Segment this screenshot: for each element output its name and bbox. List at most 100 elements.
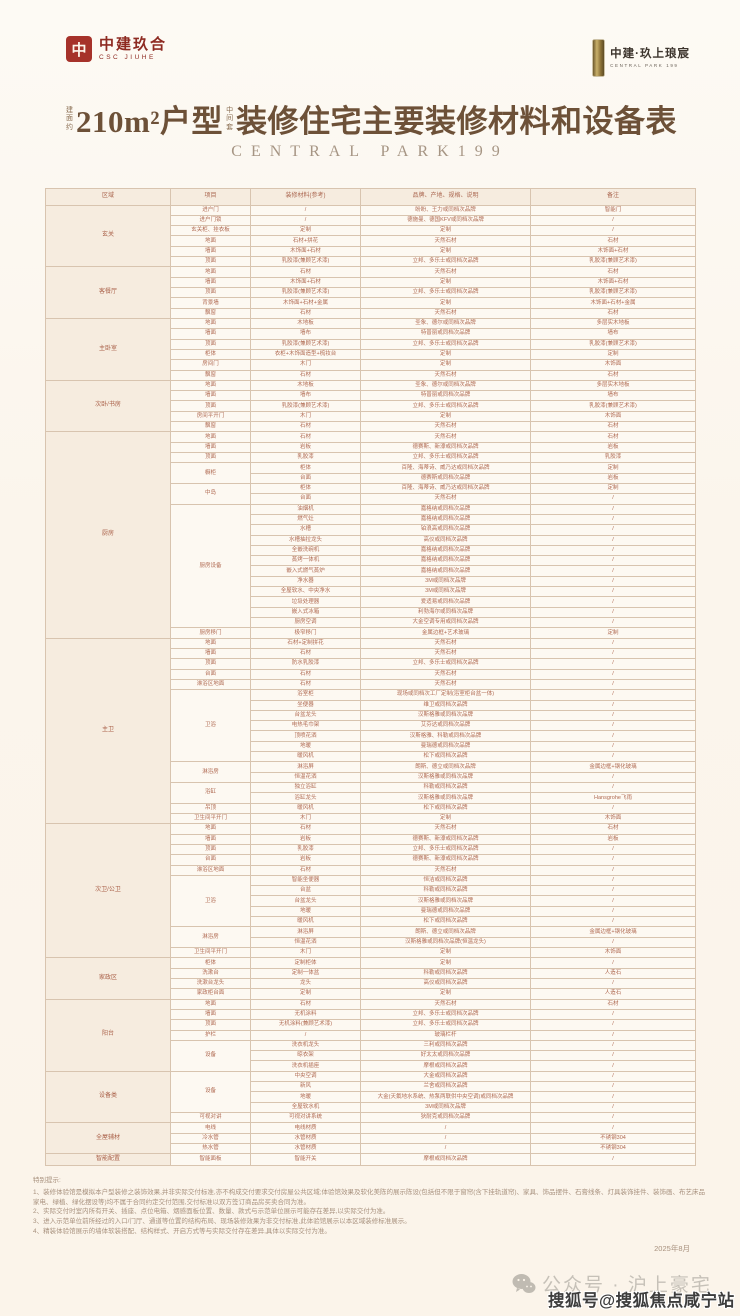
- table-cell: 天然石材: [360, 307, 531, 319]
- region-cell: 玄关: [45, 204, 171, 268]
- table-cell: 柜体: [250, 482, 361, 495]
- table-cell: 人造石: [530, 967, 696, 979]
- table-cell: 暖风机: [250, 916, 361, 928]
- table-cell: 爱适易或同档次品牌: [360, 596, 531, 608]
- table-row: 阳台 地面 石材 天然石材 石材: [45, 998, 696, 1072]
- region-cell: 智能配置: [45, 1153, 171, 1166]
- table-cell: 好太太或同档次品牌: [360, 1050, 531, 1062]
- table-row: 客餐厅 地面 石材 天然石材 石材: [45, 266, 696, 319]
- table-cell: 岩板: [250, 833, 361, 845]
- table-cell: /: [530, 689, 696, 701]
- table-cell: 木饰面+石材: [250, 245, 361, 258]
- table-cell: 朗斯、德立或同档次品牌: [360, 926, 531, 938]
- table-cell: 3M或同档次品牌: [360, 586, 531, 598]
- table-row: 厨房设备 油烟机 嘉格纳或同档次品牌 /: [46, 503, 696, 629]
- table-cell: /: [530, 513, 696, 526]
- table-cell: 石材: [530, 421, 696, 433]
- table-cell: 高仪或同档次品牌: [360, 977, 531, 990]
- table-cell: 定制: [360, 245, 531, 258]
- table-cell: 天然石材: [360, 998, 531, 1010]
- table-cell: 德赛斯、新濠或同档次品牌: [360, 441, 531, 454]
- table-cell: /: [250, 1029, 361, 1041]
- table-cell: /: [530, 637, 696, 649]
- table-cell: 冷水管: [170, 1132, 251, 1144]
- region-cell: 客餐厅: [45, 266, 171, 319]
- table-cell: /: [530, 565, 696, 577]
- table-cell: 嘉格纳或同档次品牌: [360, 555, 531, 567]
- table-cell: /: [530, 658, 696, 670]
- table-cell: 立邦、多乐士或同档次品牌: [360, 338, 531, 350]
- table-cell: /: [530, 751, 696, 763]
- table-cell: 墙布: [530, 390, 696, 402]
- table-cell: 中岛: [170, 482, 251, 505]
- table-cell: 乳胶漆: [250, 451, 361, 464]
- table-cell: 柜体: [170, 348, 251, 361]
- table-cell: 淋浴房: [170, 761, 251, 783]
- table-cell: 天然石材: [360, 668, 531, 680]
- table-cell: 曼瑞德或同档次品牌: [360, 740, 531, 753]
- table-cell: 水管材质: [250, 1142, 361, 1155]
- table-row: 家政区 柜体 定制柜体 定制 /: [45, 957, 696, 1000]
- table-cell: 德施曼、德国KFV或同档次品牌: [360, 214, 531, 227]
- notes-heading: 特别提示:: [33, 1177, 61, 1184]
- table-cell: 摩根或同档次品牌: [360, 1153, 531, 1166]
- table-cell: /: [530, 1019, 696, 1031]
- table-cell: 岩板: [530, 472, 696, 484]
- table-cell: 地面: [170, 317, 251, 330]
- table-cell: 房间平开门: [170, 410, 251, 423]
- table-cell: 朗斯、德立或同档次品牌: [360, 761, 531, 773]
- table-cell: 石材: [250, 678, 361, 691]
- table-cell: /: [530, 802, 696, 814]
- table-cell: /: [530, 957, 696, 969]
- table-cell: 定制: [530, 462, 696, 474]
- table-cell: 定制: [360, 348, 531, 361]
- table-cell: 汉斯格雅或同档次品牌: [360, 771, 531, 784]
- sohu-watermark: 搜狐号@搜狐焦点咸宁站: [548, 1292, 735, 1310]
- table-cell: 防水乳胶漆: [250, 658, 361, 670]
- table-cell: 蒸烤一体机: [250, 555, 361, 567]
- table-cell: 无机涂料: [250, 1008, 361, 1021]
- table-cell: 可视对讲系统: [250, 1111, 361, 1124]
- table-cell: 石材: [250, 864, 361, 876]
- table-cell: 极窄移门: [250, 627, 361, 639]
- table-cell: 多层实木地板: [530, 379, 696, 392]
- table-cell: 乳胶漆(兼顾艺术漆): [250, 400, 361, 412]
- table-cell: 暖风机: [250, 751, 361, 763]
- table-cell: 浴室柜: [250, 689, 361, 701]
- table-cell: 木饰面: [530, 812, 696, 825]
- table-cell: /: [530, 699, 696, 711]
- region-cell: 厨房: [45, 431, 171, 639]
- table-cell: 顶面: [170, 338, 251, 350]
- table-cell: 定制: [360, 225, 531, 237]
- table-cell: 立邦、多乐士或同档次品牌: [360, 658, 531, 670]
- table-cell: /: [530, 936, 696, 949]
- wechat-watermark: 公众号 · 沪上豪宅: [512, 1270, 712, 1297]
- table-cell: 嵌入式冰箱: [250, 606, 361, 619]
- table-cell: /: [530, 740, 696, 753]
- table-cell: 晾衣架: [250, 1050, 361, 1062]
- table-cell: 天然石材: [360, 647, 531, 660]
- table-cell: 天然石材: [360, 235, 531, 247]
- table-cell: 木门: [250, 812, 361, 825]
- table-cell: 地暖: [250, 905, 361, 918]
- table-cell: 乳胶漆(兼顾艺术漆): [530, 400, 696, 412]
- table-row: 智能配置 智能面板 智能开关 摩根或同档次品牌 /: [45, 1153, 696, 1166]
- table-cell: 定制: [360, 410, 531, 423]
- table-cell: 不锈钢304: [530, 1132, 696, 1144]
- table-cell: /: [530, 668, 696, 680]
- table-cell: 汉斯格雅、科勒或同档次品牌: [360, 730, 531, 742]
- table-cell: 金属边框+艺术玻璃: [360, 627, 531, 639]
- table-cell: /: [530, 1039, 696, 1052]
- table-cell: 摩根或同档次品牌: [360, 1060, 531, 1072]
- table-cell: 水槽抽拉龙头: [250, 534, 361, 546]
- column-header: 备注: [530, 188, 696, 206]
- table-cell: /: [530, 864, 696, 876]
- table-cell: 墙面: [170, 833, 251, 845]
- table-cell: 木门: [250, 946, 361, 959]
- table-cell: /: [530, 730, 696, 742]
- region-cell: 家政区: [45, 957, 171, 1000]
- table-cell: 特普丽或同档次品牌: [360, 328, 531, 340]
- table-cell: /: [530, 493, 696, 505]
- table-cell: 进户门锁: [170, 214, 251, 227]
- table-cell: 石材: [530, 307, 696, 319]
